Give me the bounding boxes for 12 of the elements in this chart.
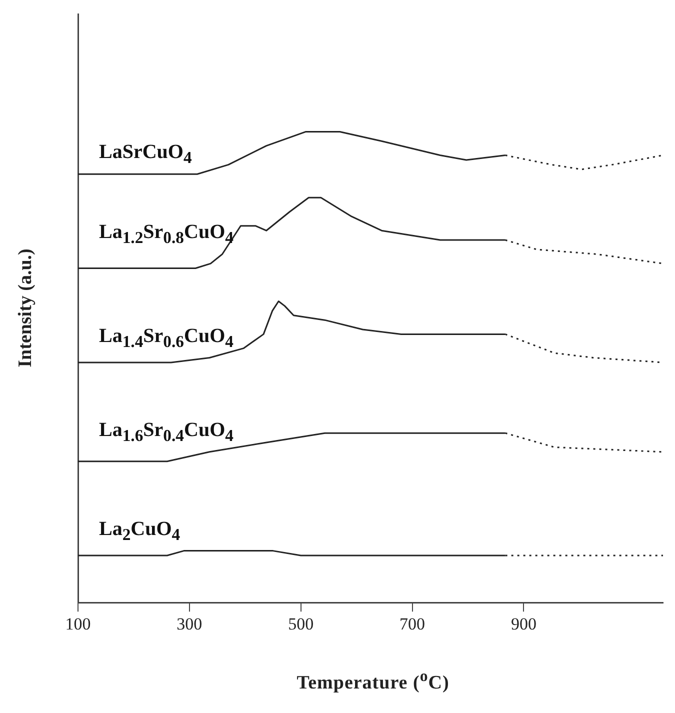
y-axis-title: Intensity (a.u.) <box>15 248 37 368</box>
x-tick-label: 700 <box>400 614 426 634</box>
x-tick-label: 300 <box>176 614 202 634</box>
x-tick-label: 900 <box>510 614 536 634</box>
series-label: LaSrCuO$_{4}$ <box>99 141 192 168</box>
series-label: La$_{1.2}$Sr$_{0.8}$CuO$_{4}$ <box>99 221 234 248</box>
series-label: La$_{2}$CuO$_{4}$ <box>99 518 180 545</box>
x-axis-title: Temperature ($^{o}$C) <box>296 668 450 694</box>
x-tick-label: 100 <box>65 614 91 634</box>
series-label: La$_{1.6}$Sr$_{0.4}$CuO$_{4}$ <box>99 418 234 446</box>
series-label: La$_{1.4}$Sr$_{0.6}$CuO$_{4}$ <box>99 324 234 352</box>
x-tick-label: 500 <box>288 614 314 634</box>
